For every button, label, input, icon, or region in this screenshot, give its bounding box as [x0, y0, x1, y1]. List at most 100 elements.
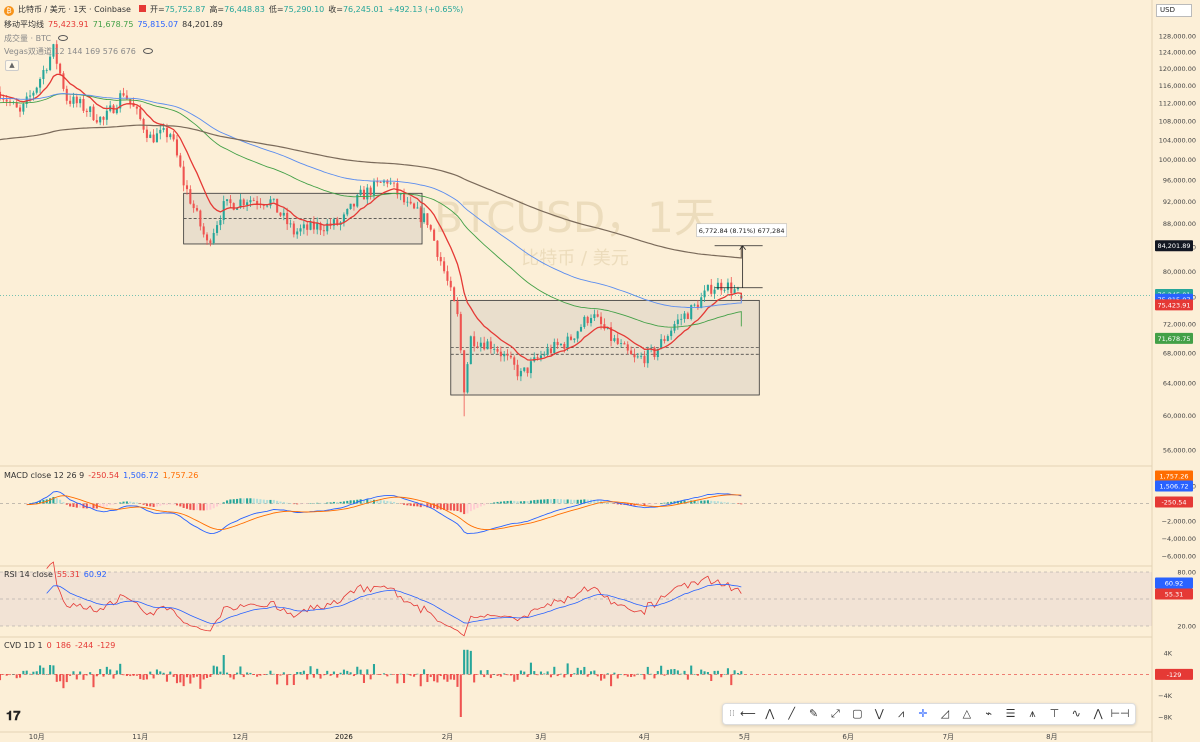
candle — [85, 110, 88, 113]
candle — [680, 318, 683, 320]
macd-badge[interactable] — [1155, 496, 1193, 508]
candle — [539, 355, 542, 359]
macd-histogram-bar — [429, 503, 432, 508]
macd-histogram-bar — [443, 503, 446, 510]
cvd-bar — [473, 674, 476, 683]
ray-icon[interactable]: ⤢ — [831, 707, 840, 720]
price-badge[interactable] — [1155, 332, 1193, 344]
xabcd-pattern-icon[interactable]: ⩘ — [898, 707, 905, 720]
candle — [246, 202, 249, 205]
macd-badge[interactable] — [1155, 480, 1193, 492]
cvd-bar — [236, 672, 239, 675]
candle — [202, 226, 205, 235]
macd-histogram-bar — [119, 502, 122, 504]
ma-legend[interactable]: 移动平均线 75,423.91 71,678.75 75,815.07 84,201.8… — [4, 19, 227, 30]
candle — [42, 70, 45, 80]
macd-histogram-bar — [312, 503, 315, 504]
range-icon[interactable]: ⊤ — [1049, 707, 1060, 720]
cvd-bar — [673, 668, 676, 675]
macd-histogram-bar — [386, 501, 389, 504]
candle — [8, 101, 12, 103]
rsi-badge[interactable] — [1155, 577, 1193, 589]
ohlc-high: 76,448.83 — [224, 5, 265, 14]
cvd-open: 0 — [46, 641, 52, 650]
candle — [135, 106, 138, 109]
brush-icon[interactable]: ✎ — [808, 707, 819, 720]
eye-icon[interactable] — [58, 35, 69, 41]
abc-pattern-icon[interactable]: ⋀ — [765, 707, 775, 720]
macd-legend[interactable]: MACD close 12 26 9 -250.54 1,506.72 1,757.2… — [4, 471, 202, 480]
price-badge[interactable] — [1155, 240, 1193, 252]
candle — [676, 319, 679, 325]
triangle-pattern-icon[interactable]: △ — [962, 707, 972, 720]
rsi-badge[interactable] — [1155, 588, 1193, 600]
candle — [336, 219, 339, 225]
candle — [429, 225, 432, 230]
macd-histogram-bar — [159, 503, 162, 506]
macd-badge-label: 1,757.26 — [1160, 473, 1189, 481]
candle — [713, 289, 716, 294]
macd-histogram-bar — [670, 501, 673, 504]
candle — [446, 271, 449, 281]
macd-histogram-bar — [282, 501, 285, 504]
candle — [720, 282, 723, 291]
candle — [139, 108, 142, 120]
candle — [546, 348, 549, 355]
cvd-bar — [543, 673, 546, 675]
rsi-tick-label: 80.00 — [1177, 569, 1196, 577]
grip-icon[interactable]: ⁞⁞ — [729, 709, 735, 719]
head-shoulders-icon[interactable]: ⩚ — [1029, 707, 1036, 720]
candle — [105, 110, 108, 120]
macd-histogram-bar — [676, 500, 679, 504]
macd-histogram-bar — [55, 498, 58, 504]
macd-histogram-bar — [42, 499, 45, 504]
macd-histogram-bar — [75, 503, 78, 508]
macd-histogram-bar — [496, 501, 499, 504]
time-tick-label: 6月 — [842, 733, 853, 741]
text-note-icon[interactable]: ☰ — [1005, 707, 1016, 720]
rectangle-icon[interactable]: ▢ — [852, 707, 863, 720]
price-badge[interactable] — [1155, 299, 1193, 311]
macd-histogram-bar — [700, 500, 703, 504]
arrow-left-icon[interactable]: ⟵ — [740, 707, 756, 720]
macd-histogram-bar — [162, 503, 165, 505]
macd-histogram-bar — [663, 502, 666, 504]
time-tick-label: 12月 — [232, 733, 248, 741]
currency-select[interactable]: USD — [1156, 4, 1192, 17]
price-tick-label: 128,000.00 — [1159, 33, 1196, 41]
cvd-bar — [596, 674, 599, 677]
collapse-legend-button[interactable]: ▲ — [5, 60, 19, 71]
symbol-title[interactable]: 比特币 / 美元 · 1天 · Coinbase — [18, 5, 131, 14]
macd-histogram-bar — [359, 499, 362, 504]
cvd-bar — [302, 670, 305, 675]
long-position-icon[interactable]: ◿ — [940, 707, 950, 720]
elliott-wave-icon[interactable]: ∿ — [1071, 707, 1081, 720]
cvd-bar — [182, 674, 185, 687]
eye-icon[interactable] — [142, 48, 153, 54]
cvd-badge[interactable] — [1155, 668, 1193, 680]
candle — [466, 364, 469, 393]
vegas-legend[interactable]: Vegas双通道 12 144 169 576 676 — [4, 46, 157, 57]
abcd-pattern-icon[interactable]: ⋁ — [874, 707, 884, 720]
crosshair-icon[interactable]: ✛ — [918, 707, 928, 720]
path-icon[interactable]: ⌁ — [985, 707, 992, 720]
volume-legend[interactable]: 成交量 · BTC — [4, 33, 72, 44]
macd-badge[interactable] — [1155, 470, 1193, 482]
cvd-bar — [479, 670, 482, 675]
volume-label: 成交量 · BTC — [4, 34, 52, 43]
candle — [516, 364, 519, 377]
trend-line-icon[interactable]: ╱ — [788, 707, 795, 720]
price-badge-label: 84,201.89 — [1157, 242, 1190, 250]
rsi-legend[interactable]: RSI 14 close 55.31 60.92 — [4, 570, 111, 579]
cvd-bar — [589, 671, 593, 675]
date-range-icon[interactable]: ⊢⊣ — [1110, 707, 1130, 720]
cvd-bar — [730, 674, 733, 686]
ema-576-line — [0, 124, 742, 259]
ema-12-line — [0, 73, 742, 361]
polyline-icon[interactable]: ⋀ — [1093, 707, 1103, 720]
macd-histogram-bar — [195, 503, 199, 511]
cvd-legend[interactable]: CVD 1D 1 0 186 -244 -129 — [4, 641, 119, 650]
candle — [282, 212, 285, 216]
candle — [603, 324, 606, 329]
